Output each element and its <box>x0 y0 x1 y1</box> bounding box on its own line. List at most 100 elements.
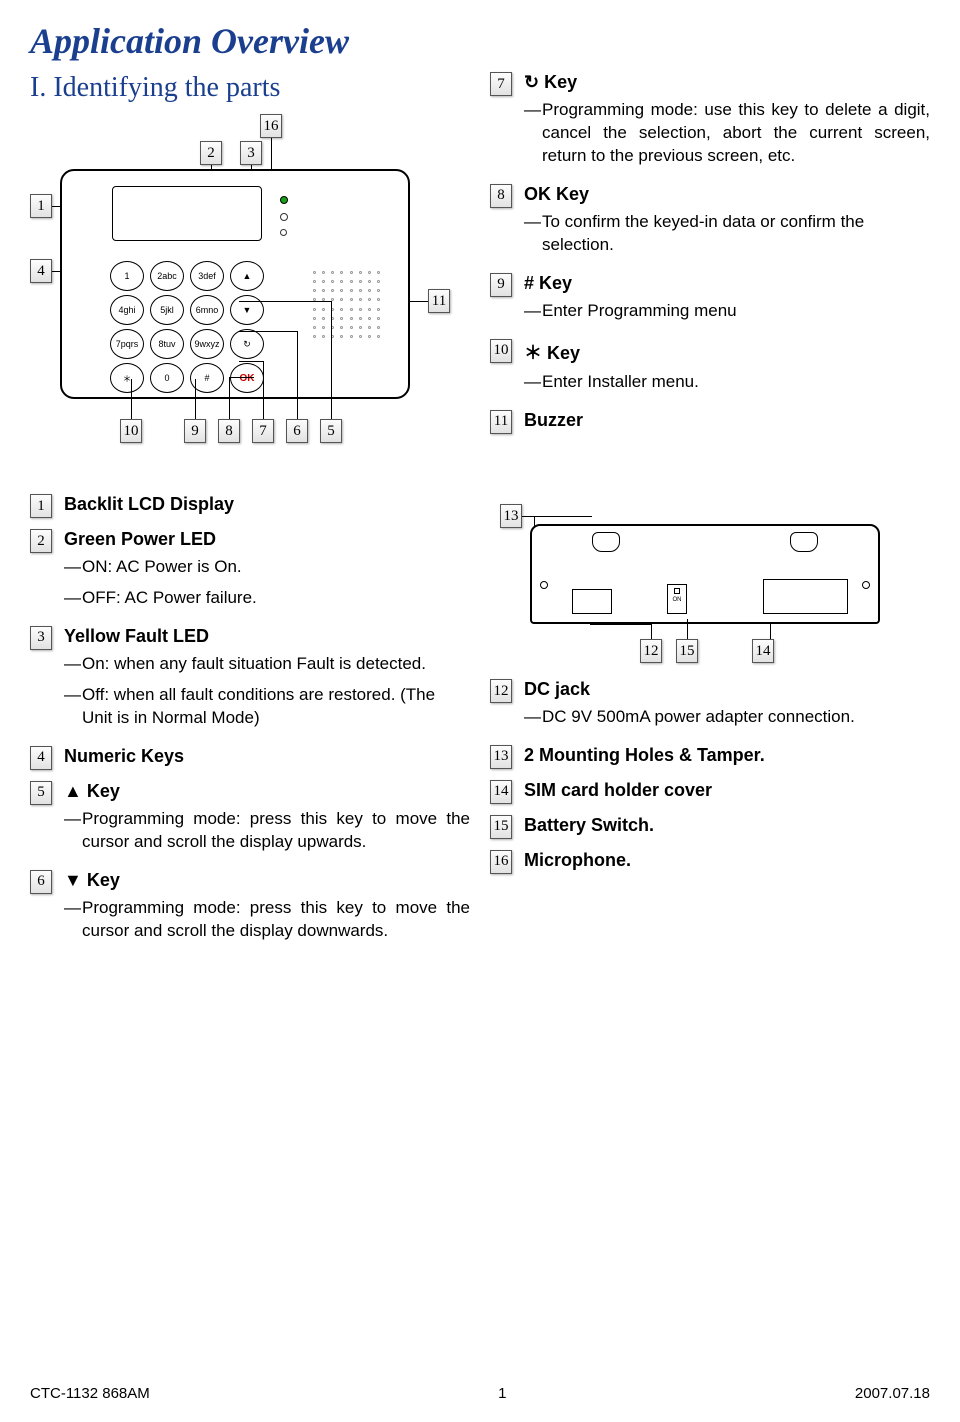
callout-13: 13 <box>500 504 522 528</box>
entry-9: 9 # Key Enter Programming menu <box>490 273 930 331</box>
callout-16: 16 <box>260 114 282 138</box>
entry-desc: OFF: AC Power failure. <box>82 587 470 610</box>
device-panel: 12abc3def▲ 4ghi5jkl6mno▼ 7pqrs8tuv9wxyz↻ ＊0… <box>60 169 410 399</box>
entry-title-14: SIM card holder cover <box>524 780 930 801</box>
key-8tuv: 8tuv <box>150 329 184 359</box>
screw-bl <box>540 581 548 589</box>
entry-14: 14 SIM card holder cover <box>490 780 930 807</box>
section-subtitle: I. Identifying the parts <box>30 72 470 104</box>
entry-num-7: 7 <box>490 72 512 96</box>
mounting-hole-right <box>790 532 818 552</box>
entry-15: 15 Battery Switch. <box>490 815 930 842</box>
entry-num-15: 15 <box>490 815 512 839</box>
sim-cover-slot <box>763 579 848 614</box>
footer-left: CTC-1132 868AM <box>30 1385 150 1402</box>
footer-right: 2007.07.18 <box>855 1385 930 1402</box>
callout-7: 7 <box>252 419 274 443</box>
entry-title-11: Buzzer <box>524 410 930 431</box>
callout-11: 11 <box>428 289 450 313</box>
entry-num-14: 14 <box>490 780 512 804</box>
entry-title-15: Battery Switch. <box>524 815 930 836</box>
bottom-callouts: 1098765 <box>120 419 342 443</box>
entry-num-8: 8 <box>490 184 512 208</box>
callout-5: 5 <box>320 419 342 443</box>
entry-num-16: 16 <box>490 850 512 874</box>
entry-title-10: ＊ Key <box>524 339 930 365</box>
entry-desc: ON: AC Power is On. <box>82 556 470 579</box>
key-9wxyz: 9wxyz <box>190 329 224 359</box>
entry-16: 16 Microphone. <box>490 850 930 877</box>
entry-title-8: OK Key <box>524 184 930 205</box>
entry-7: 7↻ KeyProgramming mode: use this key to … <box>490 72 930 176</box>
entry-6: 6 ▼ Key Programming mode: press this key t… <box>30 870 470 951</box>
entry-title-13: 2 Mounting Holes & Tamper. <box>524 745 930 766</box>
entry-13: 132 Mounting Holes & Tamper. <box>490 745 930 772</box>
entry-title-1: Backlit LCD Display <box>64 494 470 515</box>
entry-desc: Enter Programming menu <box>542 300 930 323</box>
callout-10: 10 <box>120 419 142 443</box>
right-bottom-list: 12 DC jack DC 9V 500mA power adapter conne… <box>490 679 930 877</box>
entry-1: 1 Backlit LCD Display <box>30 494 470 521</box>
entry-title-16: Microphone. <box>524 850 930 871</box>
entry-3: 3Yellow Fault LEDOn: when any fault situ… <box>30 626 470 738</box>
yellow-led <box>280 213 288 221</box>
key-7pqrs: 7pqrs <box>110 329 144 359</box>
keypad-diagram: 16 2 3 1 4 11 12abc3def▲4ghi5jkl6mno▼7pq… <box>30 119 450 449</box>
entry-desc: Programming mode: press this key to move… <box>82 897 470 943</box>
entry-desc: DC 9V 500mA power adapter connection. <box>542 706 930 729</box>
back-panel: ON <box>530 524 880 624</box>
dc-jack-slot <box>572 589 612 614</box>
callout-8: 8 <box>218 419 240 443</box>
keypad-grid: 12abc3def▲ 4ghi5jkl6mno▼ 7pqrs8tuv9wxyz↻ ＊0… <box>110 261 264 393</box>
entry-11: 11 Buzzer <box>490 410 930 437</box>
page-title: Application Overview <box>30 20 930 62</box>
mounting-hole-left <box>592 532 620 552</box>
callout-1: 1 <box>30 194 52 218</box>
key-1: 1 <box>110 261 144 291</box>
callout-9: 9 <box>184 419 206 443</box>
key-4ghi: 4ghi <box>110 295 144 325</box>
speaker-grille <box>313 271 383 341</box>
entry-desc: Programming mode: press this key to move… <box>82 808 470 854</box>
entry-num-12: 12 <box>490 679 512 703</box>
key-6mno: 6mno <box>190 295 224 325</box>
callout-2: 2 <box>200 141 222 165</box>
entry-num-10: 10 <box>490 339 512 363</box>
key-5jkl: 5jkl <box>150 295 184 325</box>
key-: ▼ <box>230 295 264 325</box>
entry-desc: Programming mode: use this key to delete… <box>542 99 930 168</box>
callout-14: 14 <box>752 639 774 663</box>
entry-num-1: 1 <box>30 494 52 518</box>
key-0: 0 <box>150 363 184 393</box>
key-: ▲ <box>230 261 264 291</box>
entry-desc: Enter Installer menu. <box>542 371 930 394</box>
entry-title-6: ▼ Key <box>64 870 470 891</box>
key-3def: 3def <box>190 261 224 291</box>
entry-12: 12 DC jack DC 9V 500mA power adapter conne… <box>490 679 930 737</box>
entry-title-9: # Key <box>524 273 930 294</box>
right-bottom-column: 13 ON 121514 <box>490 494 930 958</box>
entry-num-11: 11 <box>490 410 512 434</box>
callout-4: 4 <box>30 259 52 283</box>
entry-num-4: 4 <box>30 746 52 770</box>
entry-2: 2Green Power LEDON: AC Power is On.OFF: … <box>30 529 470 618</box>
lcd-display <box>112 186 262 241</box>
entry-num-9: 9 <box>490 273 512 297</box>
key-2abc: 2abc <box>150 261 184 291</box>
back-callouts: 121514 <box>640 639 774 663</box>
key-: ↻ <box>230 329 264 359</box>
left-column: I. Identifying the parts 16 2 3 1 4 11 <box>30 72 470 469</box>
entry-title-5: ▲ Key <box>64 781 470 802</box>
entry-4: 4Numeric Keys <box>30 746 470 773</box>
back-diagram: 13 ON 121514 <box>490 494 910 664</box>
key-: ＊ <box>110 363 144 393</box>
entry-title-3: Yellow Fault LED <box>64 626 470 647</box>
entry-5: 5▲ KeyProgramming mode: press this key t… <box>30 781 470 862</box>
entry-num-6: 6 <box>30 870 52 894</box>
entry-10: 10 ＊ Key Enter Installer menu. <box>490 339 930 402</box>
green-led <box>280 196 288 204</box>
entry-num-2: 2 <box>30 529 52 553</box>
entry-desc: Off: when all fault conditions are resto… <box>82 684 470 730</box>
entry-desc: To confirm the keyed-in data or confirm … <box>542 211 930 257</box>
entry-title-12: DC jack <box>524 679 930 700</box>
